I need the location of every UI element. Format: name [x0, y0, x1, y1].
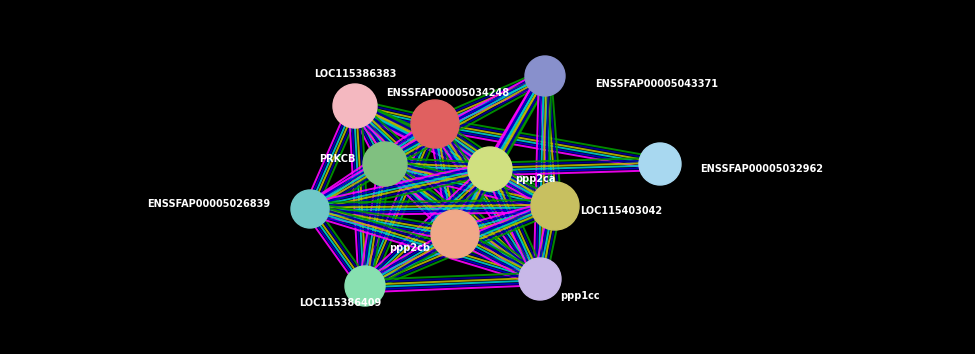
Text: PRKCB: PRKCB: [319, 154, 355, 164]
Text: ppp1cc: ppp1cc: [560, 291, 600, 301]
Ellipse shape: [431, 210, 479, 258]
Text: LOC115386383: LOC115386383: [314, 69, 396, 79]
Text: LOC115403042: LOC115403042: [580, 206, 662, 216]
Ellipse shape: [639, 143, 681, 185]
Ellipse shape: [345, 266, 385, 306]
Ellipse shape: [531, 182, 579, 230]
Text: ENSSFAP00005043371: ENSSFAP00005043371: [595, 79, 718, 89]
Ellipse shape: [468, 147, 512, 191]
Text: ENSSFAP00005026839: ENSSFAP00005026839: [147, 199, 270, 209]
Text: ppp2ca: ppp2ca: [515, 174, 556, 184]
Ellipse shape: [333, 84, 377, 128]
Text: ppp2cb: ppp2cb: [389, 243, 430, 253]
Ellipse shape: [411, 100, 459, 148]
Text: LOC115386409: LOC115386409: [299, 298, 381, 308]
Text: ENSSFAP00005032962: ENSSFAP00005032962: [700, 164, 823, 174]
Ellipse shape: [363, 142, 407, 186]
Ellipse shape: [519, 258, 561, 300]
Ellipse shape: [291, 190, 329, 228]
Text: ENSSFAP00005034248: ENSSFAP00005034248: [386, 88, 510, 98]
Ellipse shape: [525, 56, 565, 96]
